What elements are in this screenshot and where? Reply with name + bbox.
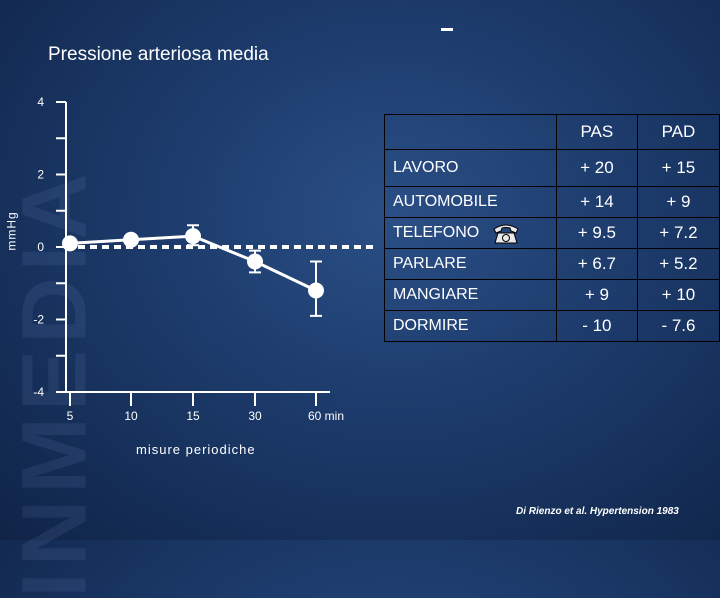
table-row: DORMIRE - 10 - 7.6	[384, 310, 720, 342]
telephone-icon	[492, 222, 520, 244]
row-label: TELEFONO	[393, 224, 480, 242]
row-pad: + 7.2	[636, 217, 720, 249]
table-header-empty	[384, 114, 557, 150]
row-label-cell: TELEFONO	[384, 217, 557, 249]
row-pas: + 9.5	[555, 217, 638, 249]
row-pad: + 15	[636, 149, 720, 187]
y-tick-label: 2	[37, 168, 44, 182]
table-row: LAVORO + 20 + 15	[384, 149, 720, 187]
x-tick-label: 10	[124, 409, 138, 423]
data-point	[308, 282, 324, 299]
x-axis-label: misure periodiche	[136, 442, 256, 457]
x-tick-label: 30	[248, 409, 262, 423]
table-row: MANGIARE + 9 + 10	[384, 279, 720, 311]
row-pad: + 5.2	[636, 248, 720, 280]
row-pad: + 10	[636, 279, 720, 311]
data-point	[185, 228, 201, 245]
table-header-pad: PAD	[636, 114, 720, 150]
table-header-pas: PAS	[555, 114, 638, 150]
line-chart: 4 2 0 -2 -4 5 10 15 30 60 min	[0, 0, 720, 540]
row-pas: - 10	[555, 310, 638, 342]
data-point	[123, 231, 139, 248]
x-tick-label: 60 min	[308, 409, 344, 423]
row-label: DORMIRE	[384, 310, 557, 342]
row-pas: + 20	[555, 149, 638, 187]
row-pad: + 9	[636, 186, 720, 218]
y-axis-label: mmHg	[4, 211, 19, 251]
chart-title: Pressione arteriosa media	[48, 44, 269, 65]
data-point	[247, 253, 263, 270]
row-pas: + 6.7	[555, 248, 638, 280]
row-pad: - 7.6	[636, 310, 720, 342]
row-pas: + 14	[555, 186, 638, 218]
y-tick-label: 4	[37, 95, 44, 109]
y-tick-label: -4	[33, 385, 44, 399]
row-pas: + 9	[555, 279, 638, 311]
y-tick-label: -2	[33, 313, 44, 327]
x-tick-label: 15	[186, 409, 200, 423]
table-row: TELEFONO + 9.5 + 7.2	[384, 217, 720, 249]
citation: Di Rienzo et al. Hypertension 1983	[516, 506, 679, 517]
row-label: MANGIARE	[384, 279, 557, 311]
y-tick-label: 0	[37, 240, 44, 254]
row-label: LAVORO	[384, 149, 557, 187]
activity-pressure-table: PAS PAD LAVORO + 20 + 15 AUTOMOBILE + 14…	[384, 114, 720, 342]
row-label: PARLARE	[384, 248, 557, 280]
data-point	[62, 235, 78, 252]
slide-dash-mark	[441, 28, 453, 31]
table-row: AUTOMOBILE + 14 + 9	[384, 186, 720, 218]
x-tick-label: 5	[67, 409, 74, 423]
table-row: PARLARE + 6.7 + 5.2	[384, 248, 720, 280]
row-label: AUTOMOBILE	[384, 186, 557, 218]
